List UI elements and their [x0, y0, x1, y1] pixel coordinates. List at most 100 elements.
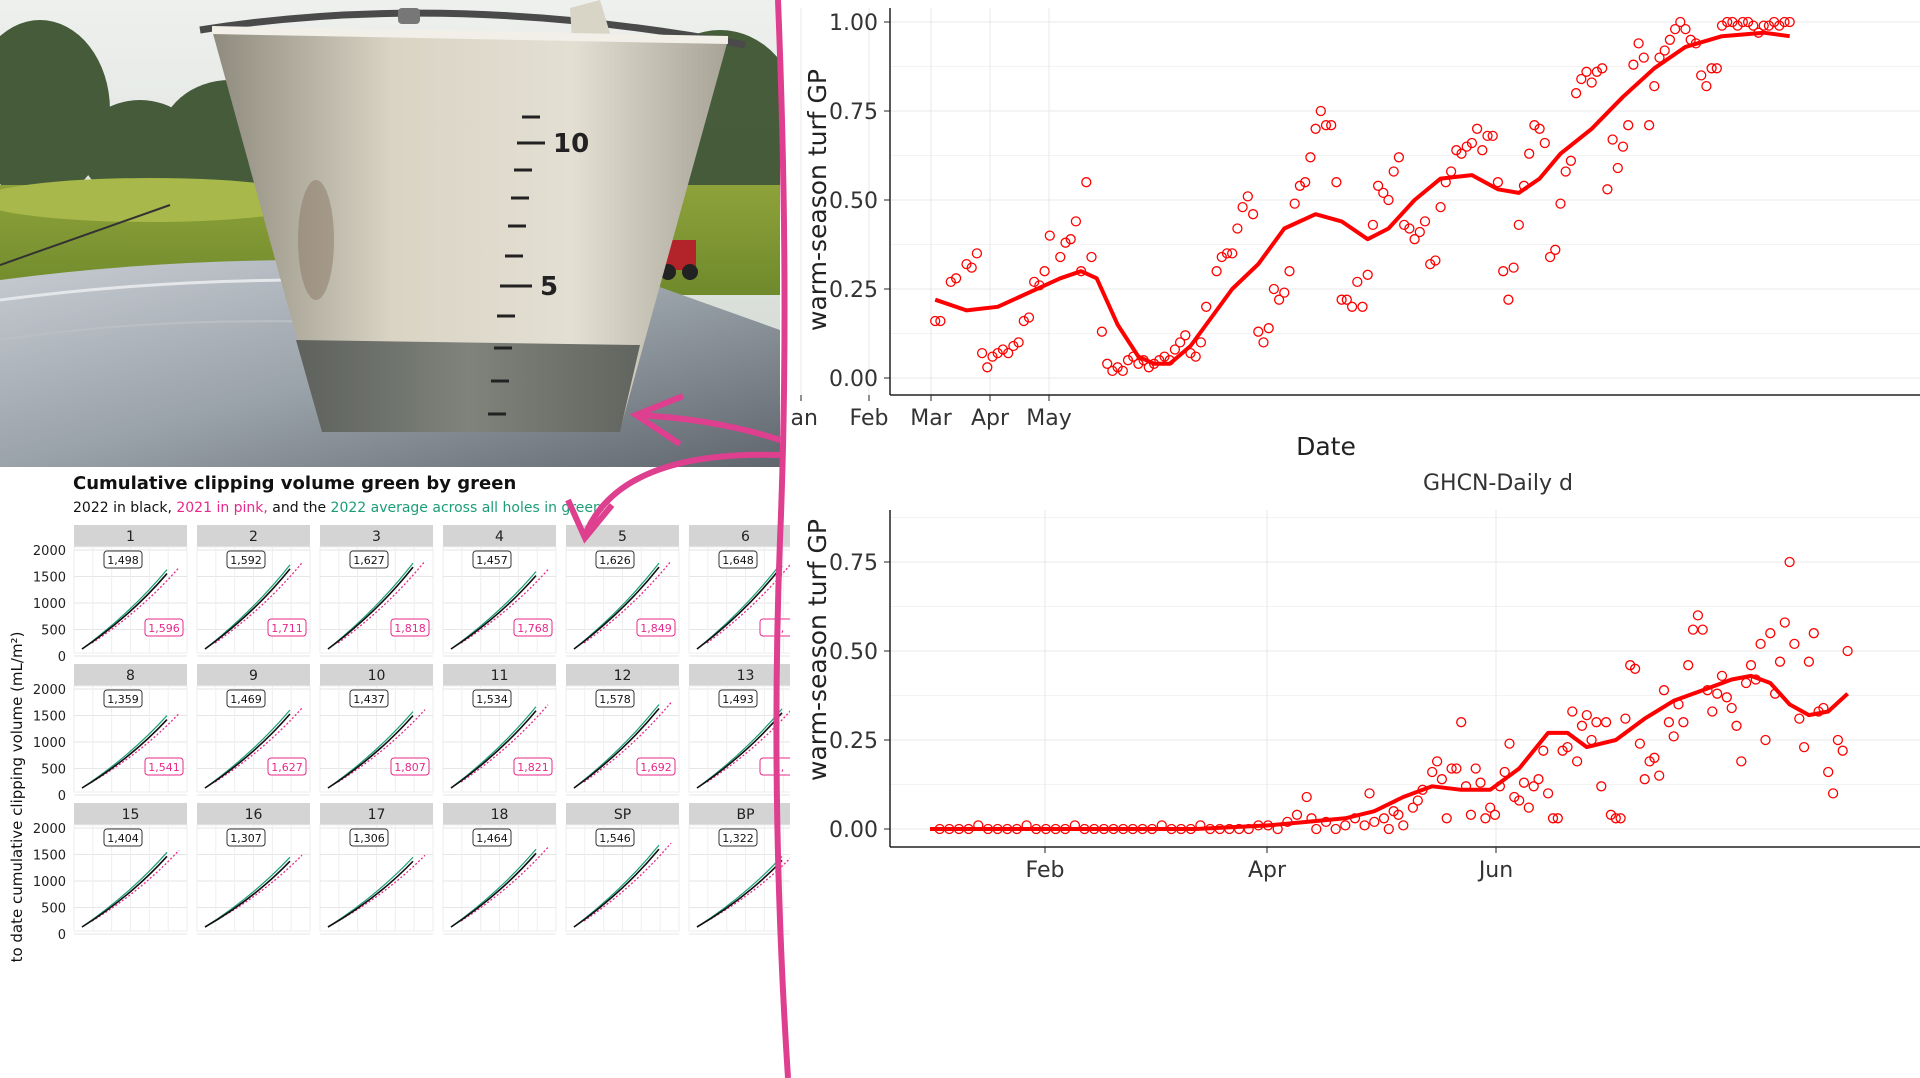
- data-point: [1294, 180, 1306, 191]
- facet-strip: [443, 664, 556, 686]
- data-point: [1628, 59, 1639, 70]
- data-point: [1431, 756, 1443, 767]
- facet-y-tick: 2000: [33, 683, 66, 698]
- facet-value-2022: 1,627: [353, 554, 385, 567]
- data-point: [1174, 337, 1186, 348]
- data-point: [1731, 720, 1742, 731]
- data-point: [1107, 365, 1118, 377]
- tick-label-y: 1.00: [829, 11, 878, 36]
- data-point: [1581, 709, 1592, 721]
- facet-figure: Cumulative clipping volume green by gree…: [0, 467, 790, 1078]
- data-point: [1643, 120, 1655, 131]
- facet-line-2021: [214, 854, 303, 922]
- facet-line-2022: [204, 713, 291, 789]
- facet-value-2022-box: [226, 550, 266, 569]
- data-point: [1591, 717, 1602, 728]
- facet-value-2022-box: [595, 550, 635, 569]
- data-point: [1591, 66, 1603, 77]
- data-point: [1617, 141, 1629, 152]
- facet-value-2022-box: [103, 828, 143, 847]
- data-point: [1528, 781, 1539, 792]
- facet-strip: [197, 525, 310, 547]
- data-point: [1301, 791, 1312, 803]
- data-point: [1409, 234, 1420, 245]
- data-point: [1538, 745, 1549, 756]
- data-point: [1065, 234, 1076, 245]
- facet-value-2021-box: [144, 618, 184, 637]
- facet-strip: [689, 803, 790, 825]
- data-point: [1740, 677, 1752, 689]
- data-point: [1081, 177, 1092, 188]
- data-point: [1263, 323, 1274, 334]
- facet-value-2022-box: [472, 550, 512, 569]
- data-point: [1615, 813, 1626, 824]
- data-point: [1477, 145, 1488, 156]
- data-point: [1716, 20, 1728, 31]
- data-point: [1398, 820, 1409, 831]
- subtitle-pink: 2021 in pink,: [176, 500, 268, 516]
- facet-y-tick: 500: [41, 624, 66, 639]
- data-point: [1533, 774, 1544, 785]
- facet-value-2022-box: [472, 689, 512, 708]
- data-point: [1576, 720, 1588, 731]
- facet-value-2022-box: [103, 550, 143, 569]
- facet-value-2021: 1,692: [640, 761, 672, 774]
- data-point: [1289, 198, 1300, 209]
- data-point: [1607, 134, 1618, 145]
- volume-scale: [488, 115, 545, 416]
- data-point: [1383, 194, 1394, 206]
- data-point: [997, 344, 1009, 355]
- data-point: [1378, 187, 1389, 199]
- data-point: [1586, 77, 1597, 88]
- data-point: [1284, 266, 1295, 277]
- data-point: [961, 258, 972, 270]
- data-point: [1534, 123, 1545, 134]
- data-point: [1518, 777, 1530, 788]
- data-point: [1827, 788, 1839, 799]
- tick-label-x: Feb: [850, 406, 889, 431]
- tick-label-x: May: [1026, 406, 1071, 431]
- data-point: [1508, 262, 1519, 273]
- facet-line-2022: [450, 575, 537, 650]
- data-point: [1745, 660, 1757, 671]
- data-point: [1597, 63, 1608, 74]
- data-point: [1721, 692, 1732, 703]
- facet-value-2021-box: [513, 757, 553, 776]
- facet-label: SP: [614, 807, 631, 823]
- data-point: [1039, 266, 1050, 277]
- data-point: [1441, 813, 1452, 824]
- facet-y-tick: 1500: [33, 710, 66, 725]
- facet-value-2021-box: [267, 618, 307, 637]
- data-point: [1842, 645, 1853, 657]
- data-point: [1524, 148, 1535, 159]
- facet-value-2022-box: [595, 828, 635, 847]
- gp-chart-2: 0.00 0.25 0.50 0.75 Feb Apr Jun warm-season tur…: [803, 510, 1920, 883]
- data-point: [945, 276, 956, 288]
- data-point: [1620, 713, 1631, 724]
- data-point: [1003, 347, 1014, 359]
- facet-value-2022-box: [103, 689, 143, 708]
- facet-grid: to date cumulative clipping volume (mL/m…: [8, 525, 790, 962]
- data-point: [1736, 756, 1747, 767]
- facet-value-2022: 1,306: [353, 832, 385, 845]
- data-point: [1789, 638, 1800, 650]
- data-point: [1253, 326, 1264, 337]
- data-point: [1542, 788, 1554, 799]
- data-point: [1393, 809, 1404, 820]
- tick-label-y: 0.50: [829, 189, 878, 214]
- facet-line-2021: [214, 707, 303, 783]
- data-point: [1544, 251, 1556, 263]
- data-point: [1513, 219, 1524, 231]
- data-point: [1430, 255, 1441, 266]
- data-point: [1195, 337, 1207, 348]
- data-point: [1258, 337, 1269, 348]
- data-point: [1768, 16, 1780, 28]
- data-point: [1697, 624, 1708, 635]
- data-point: [1623, 120, 1634, 131]
- data-point: [1247, 209, 1259, 220]
- data-point: [1388, 166, 1399, 177]
- facet-value-2022: 1,493: [722, 693, 754, 706]
- data-point: [1117, 365, 1128, 377]
- data-point: [1096, 326, 1108, 337]
- data-point: [1029, 276, 1040, 288]
